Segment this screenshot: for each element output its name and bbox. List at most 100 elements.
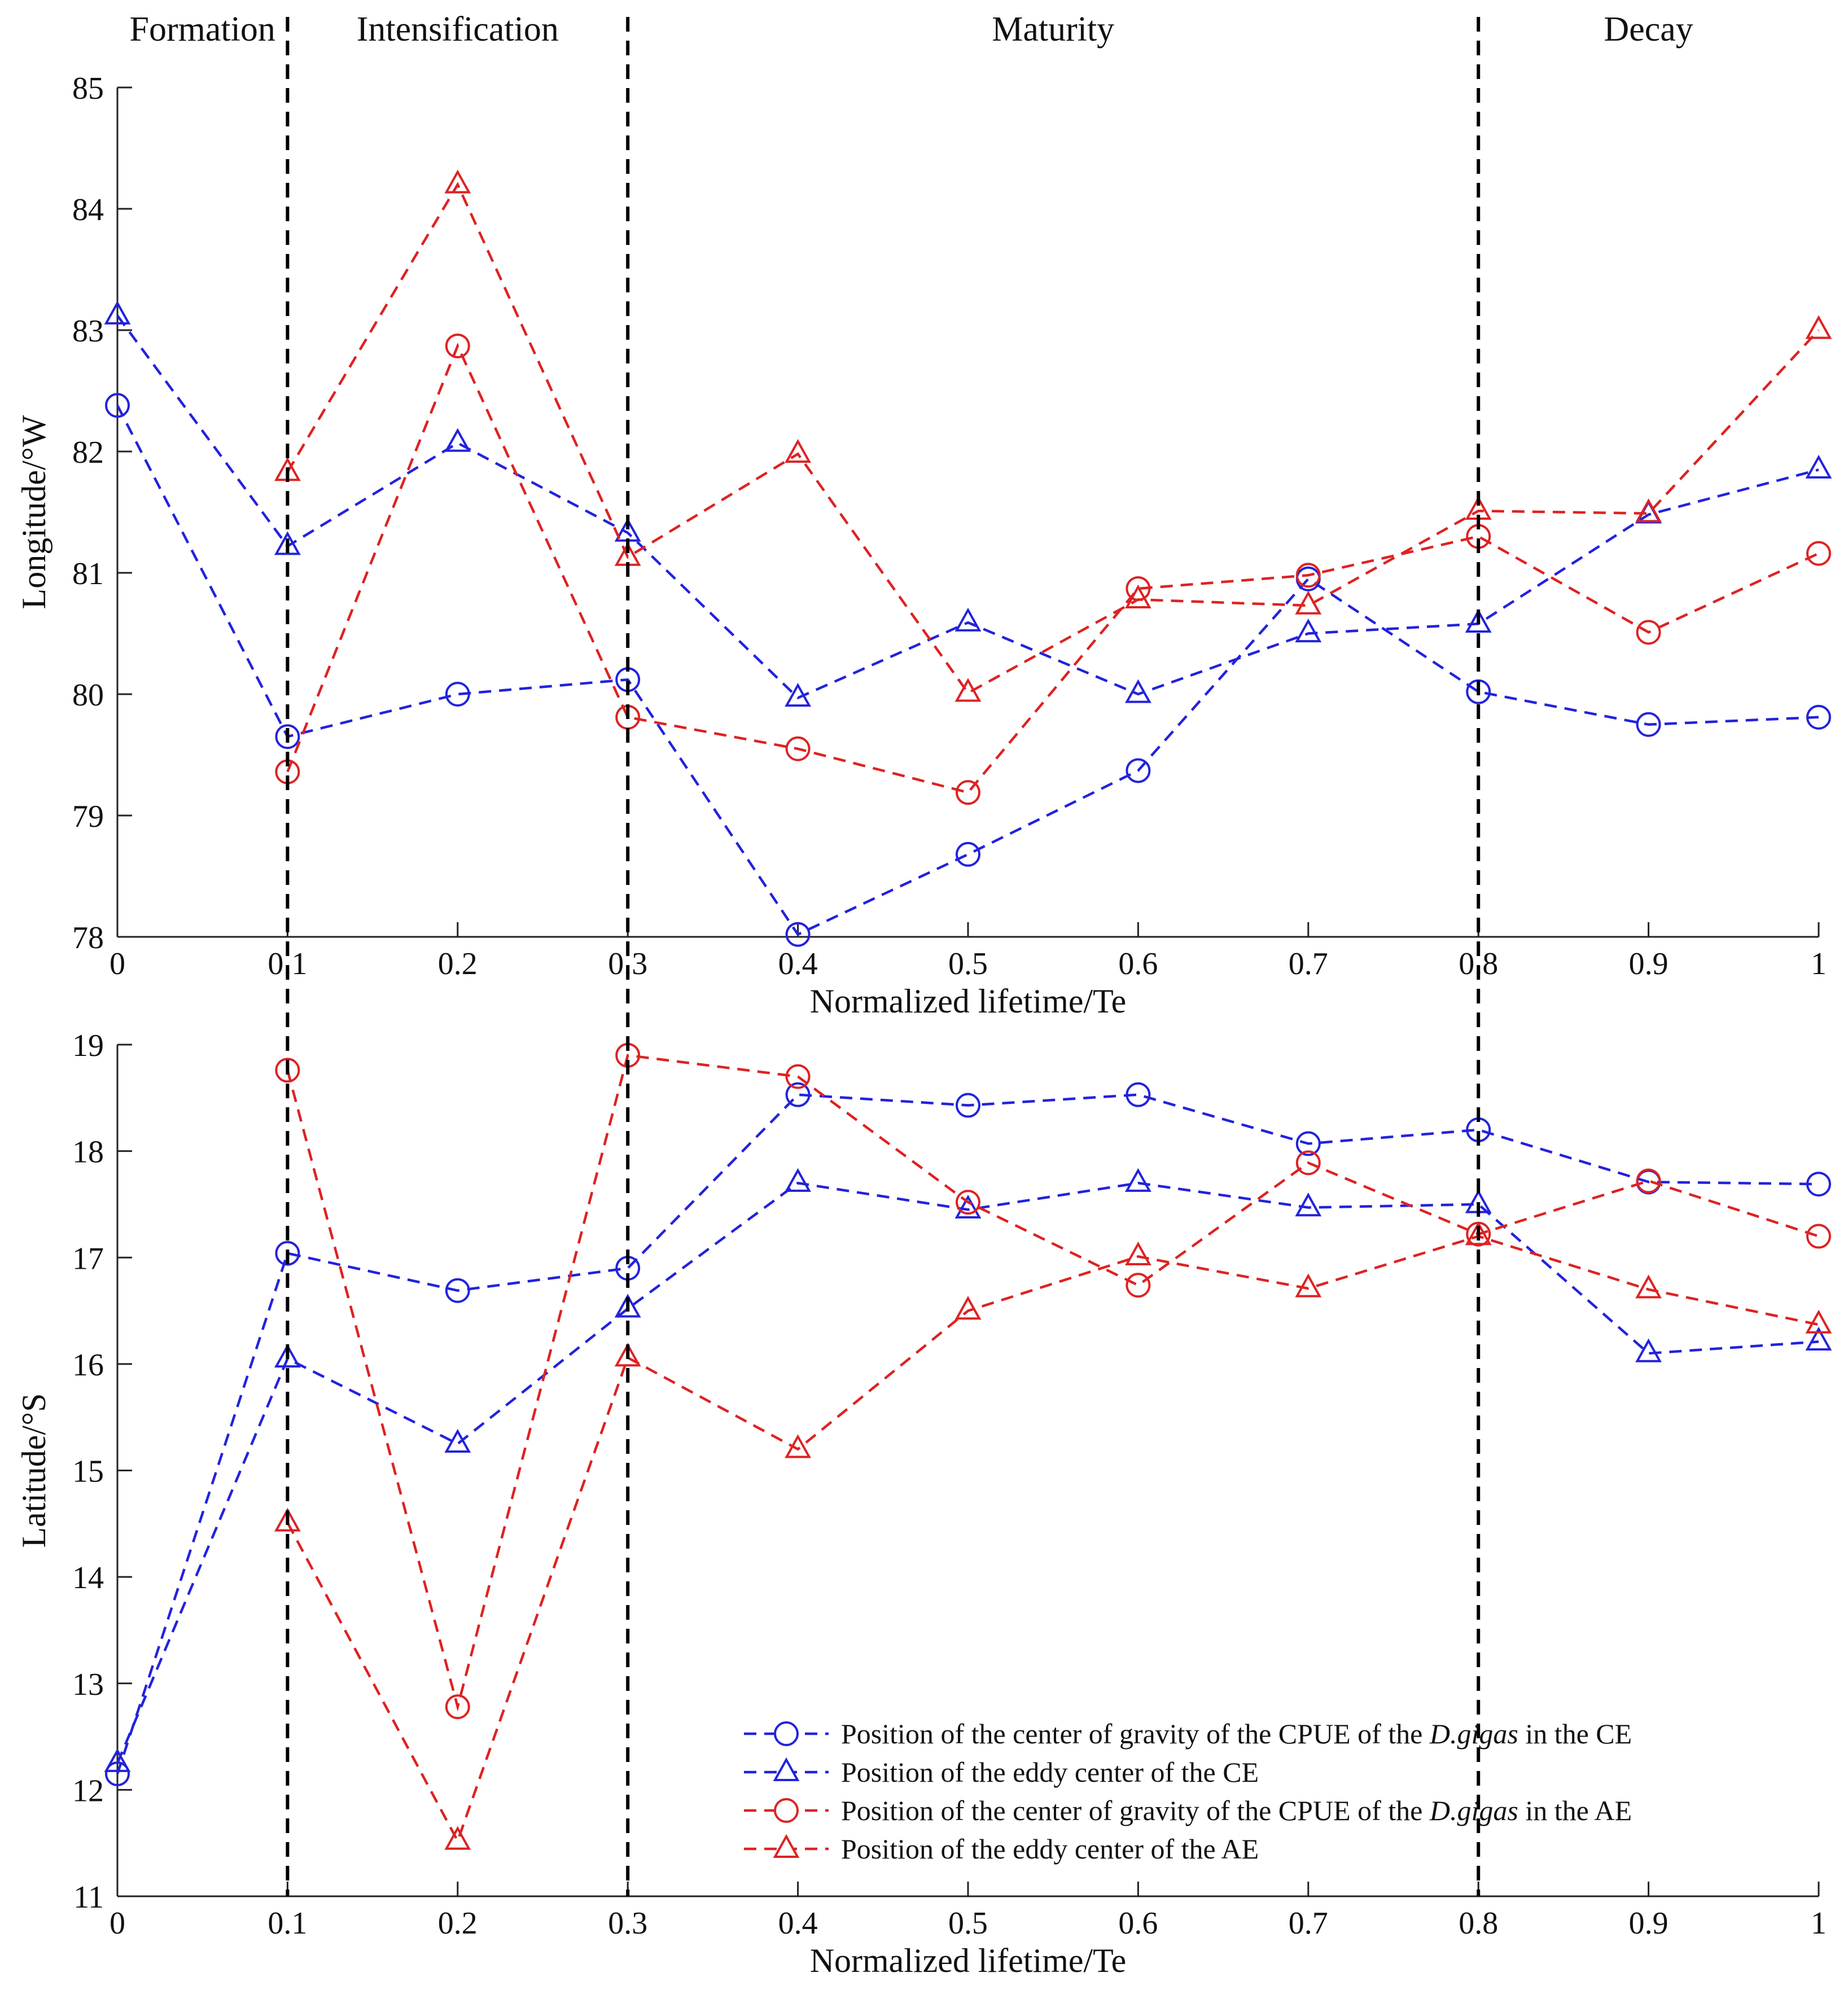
lat-point-circle — [956, 1190, 980, 1215]
lat-point-triangle — [954, 1296, 982, 1320]
lon-point-triangle — [274, 531, 301, 555]
lat-point-triangle — [274, 1507, 301, 1532]
lat-point-circle — [1126, 1273, 1151, 1298]
lat-point-circle — [275, 1058, 300, 1083]
lon-point-circle — [1126, 758, 1151, 783]
lat-point-triangle — [1465, 1221, 1492, 1246]
lat-point-circle — [1806, 1172, 1831, 1197]
lon-y-axis-label: Longitude/°W — [15, 415, 52, 609]
legend-label: Position of the eddy center of the AE — [841, 1833, 1259, 1865]
lat-series-3 — [275, 1042, 1831, 1720]
lat-point-triangle — [1125, 1168, 1151, 1192]
lon-point-triangle — [954, 607, 982, 632]
lat-point-triangle — [614, 1343, 641, 1367]
lon-point-triangle — [1295, 590, 1322, 615]
lat-y-tick-label: 12 — [72, 1773, 104, 1808]
lat-x-tick-label: 0.1 — [268, 1906, 307, 1941]
lon-point-circle — [275, 724, 300, 749]
lat-x-tick-label: 0.8 — [1459, 1906, 1498, 1941]
lon-x-tick-label: 0.7 — [1289, 946, 1328, 981]
lat-series-4 — [274, 1221, 1832, 1850]
lon-series-line-2 — [116, 314, 1819, 700]
legend-item-3: Position of the center of gravity of the… — [744, 1795, 1632, 1826]
lon-point-circle — [105, 393, 130, 418]
lon-series-2 — [104, 300, 1832, 707]
lat-point-triangle — [785, 1168, 811, 1192]
lat-point-circle — [1295, 1150, 1321, 1176]
phase-layer: Formation Intensification Maturity Decay — [130, 10, 1693, 49]
legend-swatch-triangle — [773, 1757, 800, 1781]
lat-point-circle — [1126, 1082, 1151, 1107]
lon-point-circle — [785, 922, 811, 947]
lon-y-tick-label: 81 — [72, 556, 104, 591]
lat-point-triangle — [1635, 1338, 1662, 1362]
lon-series-line-3 — [286, 343, 1819, 794]
lon-x-tick-label: 0.2 — [438, 946, 478, 981]
legend-label-suffix: in the AE — [1518, 1795, 1632, 1826]
legend-label-species: D.gigas — [1429, 1795, 1518, 1826]
lat-y-tick-label: 18 — [72, 1135, 104, 1170]
lat-x-tick-label: 0.6 — [1118, 1906, 1158, 1941]
legend-swatch-triangle — [773, 1834, 800, 1858]
lon-point-triangle — [785, 683, 811, 707]
lon-point-circle — [956, 841, 980, 867]
lon-point-circle — [445, 333, 470, 358]
lon-point-triangle — [1465, 608, 1492, 633]
lon-y-tick-label: 79 — [72, 799, 104, 834]
lat-point-triangle — [104, 1748, 131, 1772]
legend-label-text: Position of the center of gravity of the… — [841, 1795, 1430, 1826]
lon-point-circle — [1636, 620, 1661, 645]
legend-item-2: Position of the eddy center of the CE — [744, 1756, 1259, 1788]
lon-series-line-1 — [116, 405, 1819, 936]
phase-label-maturity: Maturity — [992, 10, 1114, 49]
legend-swatch-circle — [774, 1721, 799, 1746]
latitude-panel: 11 12 13 14 15 16 17 18 19 0 0.1 0.2 0.3 0.4 0.5 0.6 0.7… — [15, 1028, 1832, 1979]
lat-point-circle — [785, 1082, 811, 1107]
lat-series-line-4 — [286, 1235, 1819, 1844]
lon-x-tick-label: 0.9 — [1629, 946, 1669, 981]
lon-point-circle — [1806, 541, 1831, 566]
lat-x-tick-label: 0.2 — [438, 1906, 478, 1941]
legend: Position of the center of gravity of the… — [744, 1718, 1632, 1865]
lat-point-triangle — [274, 1344, 301, 1368]
lat-x-tick-label: 0 — [110, 1906, 125, 1941]
lat-point-triangle — [1125, 1241, 1151, 1266]
lon-point-circle — [1806, 704, 1831, 730]
lat-point-circle — [1295, 1131, 1321, 1156]
lat-point-triangle — [1805, 1309, 1832, 1334]
lat-point-triangle — [614, 1294, 641, 1318]
lon-point-circle — [445, 682, 470, 707]
lon-point-triangle — [444, 169, 471, 194]
phase-label-decay: Decay — [1604, 10, 1693, 49]
lat-point-triangle — [1295, 1193, 1322, 1217]
lat-y-tick-label: 14 — [72, 1560, 104, 1595]
lon-point-triangle — [1635, 498, 1662, 523]
lon-series-line-4 — [286, 182, 1820, 695]
lat-y-tick-label: 11 — [73, 1880, 104, 1915]
lat-point-circle — [445, 1278, 470, 1303]
lon-point-triangle — [954, 678, 982, 702]
lat-x-tick-label: 0.4 — [778, 1906, 818, 1941]
phase-boundary-layer — [286, 17, 1481, 1896]
lat-point-triangle — [1295, 1273, 1322, 1297]
lon-point-circle — [956, 780, 980, 805]
legend-label: Position of the eddy center of the CE — [841, 1756, 1259, 1788]
lat-point-triangle — [1805, 1326, 1832, 1351]
lon-y-tick-label: 78 — [72, 920, 104, 955]
lon-x-tick-label: 0.6 — [1118, 946, 1158, 981]
lon-x-axis-label: Normalized lifetime/Te — [810, 983, 1127, 1020]
lat-point-triangle — [785, 1434, 811, 1458]
legend-label-text: Position of the eddy center of the CE — [841, 1756, 1259, 1788]
lon-point-circle — [1466, 679, 1491, 704]
lon-y-tick-label: 84 — [72, 192, 104, 227]
lat-point-circle — [445, 1694, 470, 1720]
lat-point-triangle — [1635, 1274, 1662, 1299]
lon-point-triangle — [444, 428, 471, 452]
lon-point-circle — [1636, 712, 1661, 737]
lat-x-tick-label: 1 — [1811, 1906, 1827, 1941]
legend-label-text: Position of the center of gravity of the… — [841, 1718, 1430, 1750]
lat-point-circle — [1806, 1224, 1831, 1249]
lon-point-triangle — [104, 300, 131, 325]
